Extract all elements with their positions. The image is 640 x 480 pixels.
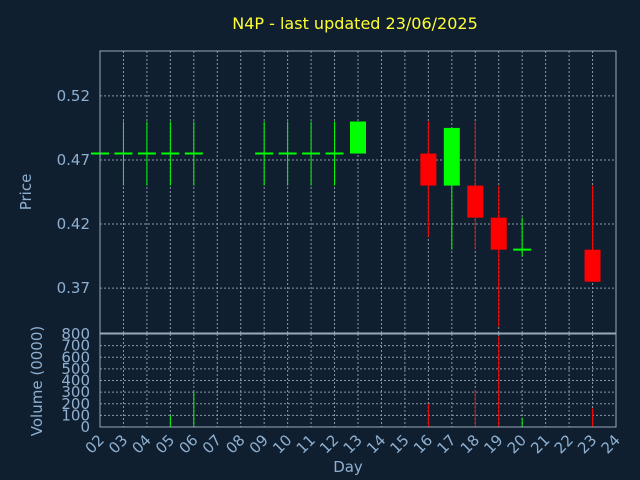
x-axis-label: Day	[333, 458, 363, 476]
candle-body	[467, 185, 484, 218]
volume-ytick-label: 300	[61, 383, 90, 401]
x-tick-label: 10	[269, 431, 295, 457]
x-tick-label: 19	[480, 431, 506, 457]
axis-labels: Price Volume (0000) Day	[17, 174, 363, 476]
price-candles	[91, 121, 601, 327]
price-plot-frame	[99, 50, 617, 334]
price-ytick-label: 0.47	[57, 151, 90, 169]
plot-frames	[99, 50, 617, 428]
x-tick-label: 14	[363, 431, 389, 457]
chart-title: N4P - last updated 23/06/2025	[232, 14, 478, 33]
x-tick-label: 23	[574, 431, 600, 457]
x-tick-label: 09	[246, 431, 272, 457]
tick-labels: 0.37 0.42 0.47 0.52 010020030040050060070080…	[57, 87, 624, 457]
x-tick-label: 16	[410, 431, 436, 457]
price-axis-label: Price	[17, 174, 35, 211]
x-tick-label: 17	[433, 431, 459, 457]
x-tick-label: 13	[340, 431, 366, 457]
candle-body	[443, 127, 460, 186]
volume-ytick-label: 200	[61, 395, 90, 413]
volume-ytick-label: 600	[61, 348, 90, 366]
x-tick-label: 18	[457, 431, 483, 457]
x-tick-label: 04	[129, 431, 155, 457]
candle-body	[350, 121, 366, 154]
x-tick-label: 20	[504, 431, 530, 457]
price-ytick-label: 0.37	[57, 279, 90, 297]
volume-ytick-label: 700	[61, 337, 90, 355]
volume-ytick-label: 400	[61, 372, 90, 390]
x-tick-label: 22	[551, 431, 577, 457]
x-tick-label: 07	[199, 431, 225, 457]
volume-ytick-label: 100	[61, 406, 90, 424]
x-tick-label: 06	[175, 431, 201, 457]
volume-bars	[122, 336, 594, 427]
price-ytick-label: 0.52	[57, 87, 90, 105]
volume-plot-frame	[99, 333, 617, 428]
x-tick-label: 24	[598, 431, 624, 457]
candle-body	[584, 249, 601, 282]
price-ytick-label: 0.42	[57, 215, 90, 233]
x-tick-label: 03	[105, 431, 131, 457]
volume-ytick-label: 500	[61, 360, 90, 378]
x-tick-label: 05	[152, 431, 178, 457]
volume-ytick-label: 800	[61, 325, 90, 343]
volume-ytick-label: 0	[80, 418, 90, 436]
volume-axis-label: Volume (0000)	[28, 326, 46, 436]
x-tick-label: 11	[293, 431, 319, 457]
candle-body	[490, 217, 507, 250]
x-tick-label: 12	[316, 431, 342, 457]
candle-body	[420, 153, 437, 186]
grid-layer	[100, 51, 616, 427]
x-tick-label: 08	[222, 431, 248, 457]
x-tick-label: 15	[387, 431, 413, 457]
x-tick-label: 21	[527, 431, 553, 457]
